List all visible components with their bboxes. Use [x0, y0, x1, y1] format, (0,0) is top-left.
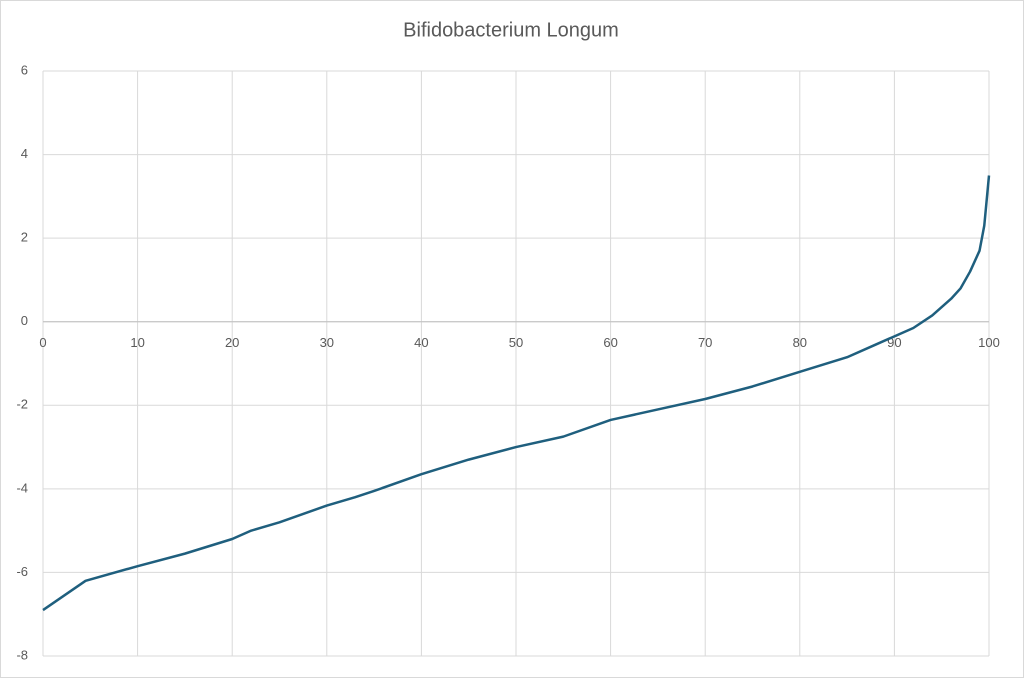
data-line [42, 175, 991, 612]
x-tick-label: 20 [225, 335, 239, 350]
y-tick-label: -2 [16, 397, 28, 412]
y-tick-label: -4 [16, 480, 28, 495]
x-tick-label: 0 [39, 335, 46, 350]
y-tick-label: 0 [21, 313, 28, 328]
x-tick-label: 40 [414, 335, 428, 350]
x-tick-label: 100 [978, 335, 1000, 350]
y-tick-label: -8 [16, 647, 28, 662]
x-tick-label: 60 [603, 335, 617, 350]
x-tick-label: 50 [509, 335, 523, 350]
x-tick-label: 30 [320, 335, 334, 350]
x-tick-label: 80 [793, 335, 807, 350]
x-tick-label: 70 [698, 335, 712, 350]
x-tick-label: 10 [130, 335, 144, 350]
y-tick-label: 2 [21, 230, 28, 245]
y-tick-label: -6 [16, 564, 28, 579]
y-tick-label: 6 [21, 62, 28, 77]
y-tick-label: 4 [21, 146, 28, 161]
chart-title: Bifidobacterium Longum [403, 19, 619, 41]
